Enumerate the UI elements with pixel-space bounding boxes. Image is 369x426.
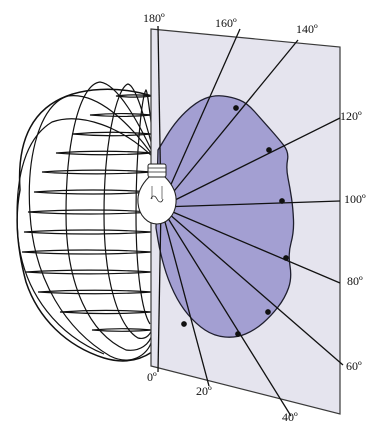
angle-label-40: 40º: [282, 410, 298, 424]
wireframe-ring: [59, 309, 153, 315]
angle-label-120: 120º: [340, 109, 362, 123]
wireframe-ring: [23, 229, 153, 235]
wireframe-ring: [71, 131, 153, 137]
wireframe-meridian: [65, 81, 157, 351]
ray-20: [160, 206, 210, 387]
angle-label-60: 60º: [346, 359, 362, 373]
wireframe-ring: [41, 169, 153, 175]
ray-120: [160, 117, 341, 208]
wireframe-meridian: [28, 95, 157, 361]
ray-0: [157, 206, 162, 373]
ray-140: [160, 39, 299, 208]
wireframe-ring: [27, 209, 153, 215]
wireframe-ring: [115, 94, 153, 98]
wireframe-meridian: [135, 89, 157, 325]
angle-label-100: 100º: [344, 192, 366, 206]
ray-80: [160, 206, 341, 284]
ray-marker: [266, 147, 272, 153]
ray-marker: [265, 309, 271, 315]
angle-label-0: 0º: [147, 370, 157, 384]
angle-label-20: 20º: [196, 384, 212, 398]
angle-label-80: 80º: [347, 274, 363, 288]
wireframe-ring: [55, 150, 153, 156]
angle-label-160: 160º: [215, 16, 237, 30]
ray-marker: [235, 331, 241, 337]
angle-label-140: 140º: [296, 22, 318, 36]
wireframe-ring: [25, 269, 153, 275]
angle-labels: 180º 160º 140º 120º 100º 80º 60º 40º 20º…: [143, 11, 366, 424]
ray-marker: [279, 198, 285, 204]
wireframe-outline: [16, 88, 153, 362]
wireframe-ring: [91, 328, 153, 332]
wireframe-meridian: [16, 118, 157, 355]
ray-100: [160, 200, 341, 208]
ray-marker: [181, 321, 187, 327]
wireframe-ring: [37, 289, 153, 295]
ray-40: [160, 206, 292, 417]
angle-rays: [157, 25, 344, 417]
ray-marker: [233, 105, 239, 111]
ray-60: [160, 206, 344, 366]
intensity-distribution-curve: [155, 95, 295, 338]
ray-marker: [283, 255, 289, 261]
angle-label-180: 180º: [143, 11, 165, 25]
ray-160: [160, 28, 241, 208]
light-bulb-icon: [137, 163, 177, 225]
wireframe-ring: [33, 189, 153, 195]
wireframe-solid: [16, 81, 235, 362]
wireframe-ring: [21, 249, 153, 255]
